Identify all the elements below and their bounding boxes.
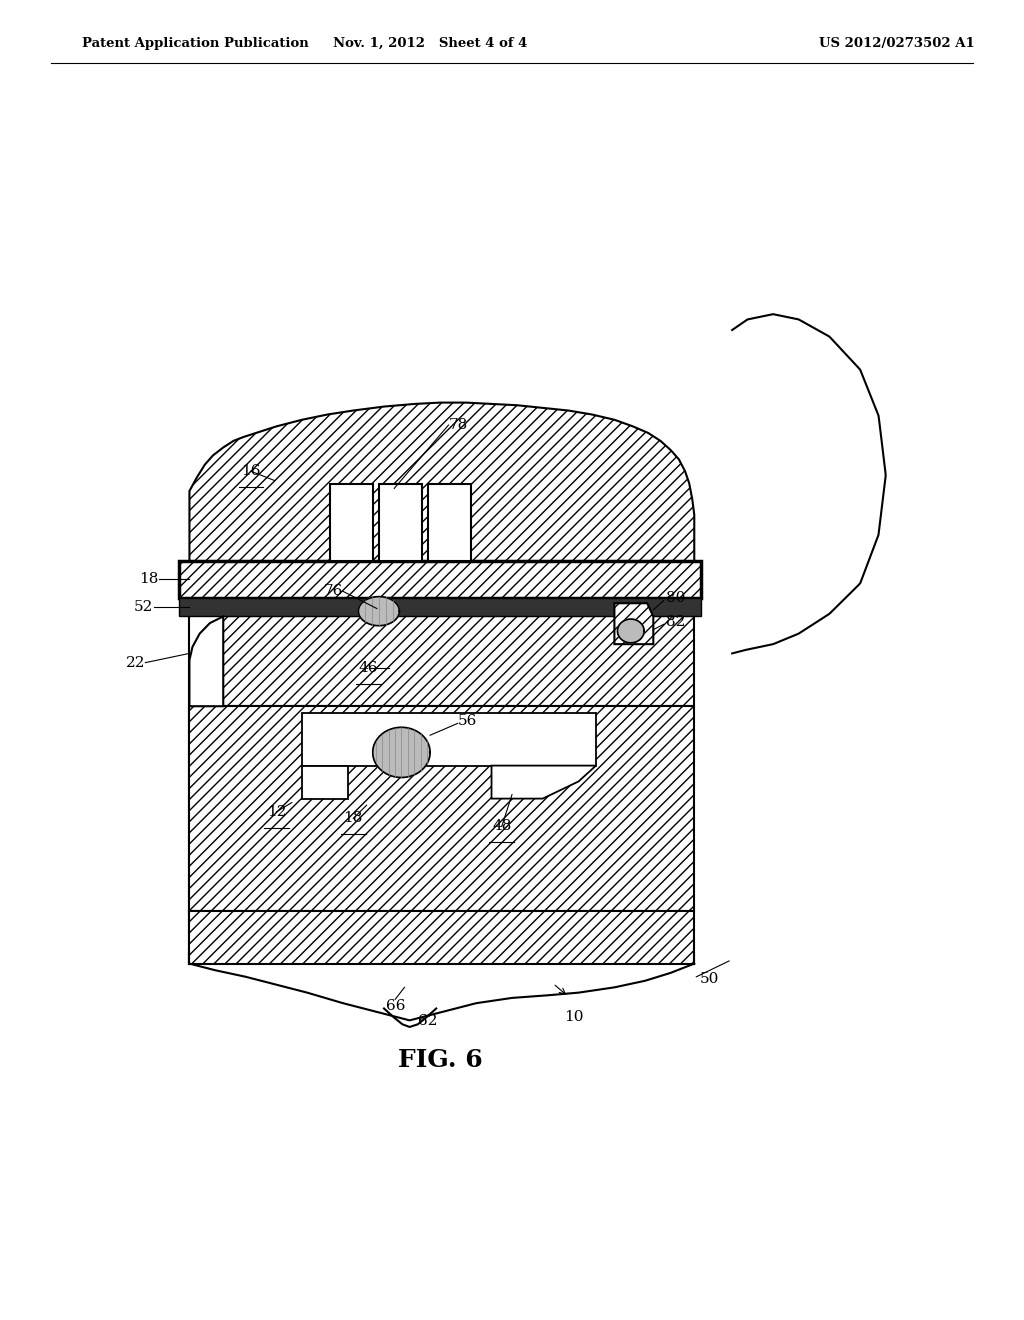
Text: 18: 18 <box>344 812 362 825</box>
Polygon shape <box>189 706 694 911</box>
Text: US 2012/0273502 A1: US 2012/0273502 A1 <box>819 37 975 50</box>
Text: FIG. 6: FIG. 6 <box>398 1048 482 1072</box>
Text: 16: 16 <box>241 465 261 478</box>
Text: 76: 76 <box>324 585 343 598</box>
Polygon shape <box>189 616 223 706</box>
Text: 78: 78 <box>449 418 468 432</box>
Text: 66: 66 <box>385 999 406 1014</box>
Polygon shape <box>358 597 399 626</box>
Text: 50: 50 <box>699 973 719 986</box>
Polygon shape <box>223 616 694 706</box>
Text: 80: 80 <box>666 591 685 605</box>
Polygon shape <box>302 766 348 799</box>
Text: 10: 10 <box>563 1010 584 1024</box>
Text: 62: 62 <box>418 1014 438 1028</box>
Text: 18: 18 <box>139 573 159 586</box>
Text: 46: 46 <box>358 661 379 675</box>
Polygon shape <box>179 561 701 598</box>
Text: 56: 56 <box>458 714 477 727</box>
Polygon shape <box>379 484 422 561</box>
Text: 82: 82 <box>666 615 685 628</box>
Text: Nov. 1, 2012   Sheet 4 of 4: Nov. 1, 2012 Sheet 4 of 4 <box>333 37 527 50</box>
Polygon shape <box>492 766 596 799</box>
Text: Patent Application Publication: Patent Application Publication <box>82 37 308 50</box>
Polygon shape <box>330 484 373 561</box>
Polygon shape <box>428 484 471 561</box>
Polygon shape <box>179 598 701 616</box>
Text: 22: 22 <box>126 656 145 669</box>
Text: 48: 48 <box>493 820 511 833</box>
Polygon shape <box>373 727 430 777</box>
Polygon shape <box>614 603 653 644</box>
Polygon shape <box>617 619 644 643</box>
Polygon shape <box>189 403 694 561</box>
Polygon shape <box>189 911 694 964</box>
Text: 12: 12 <box>266 805 287 818</box>
Polygon shape <box>302 713 596 766</box>
Text: 52: 52 <box>134 601 154 614</box>
